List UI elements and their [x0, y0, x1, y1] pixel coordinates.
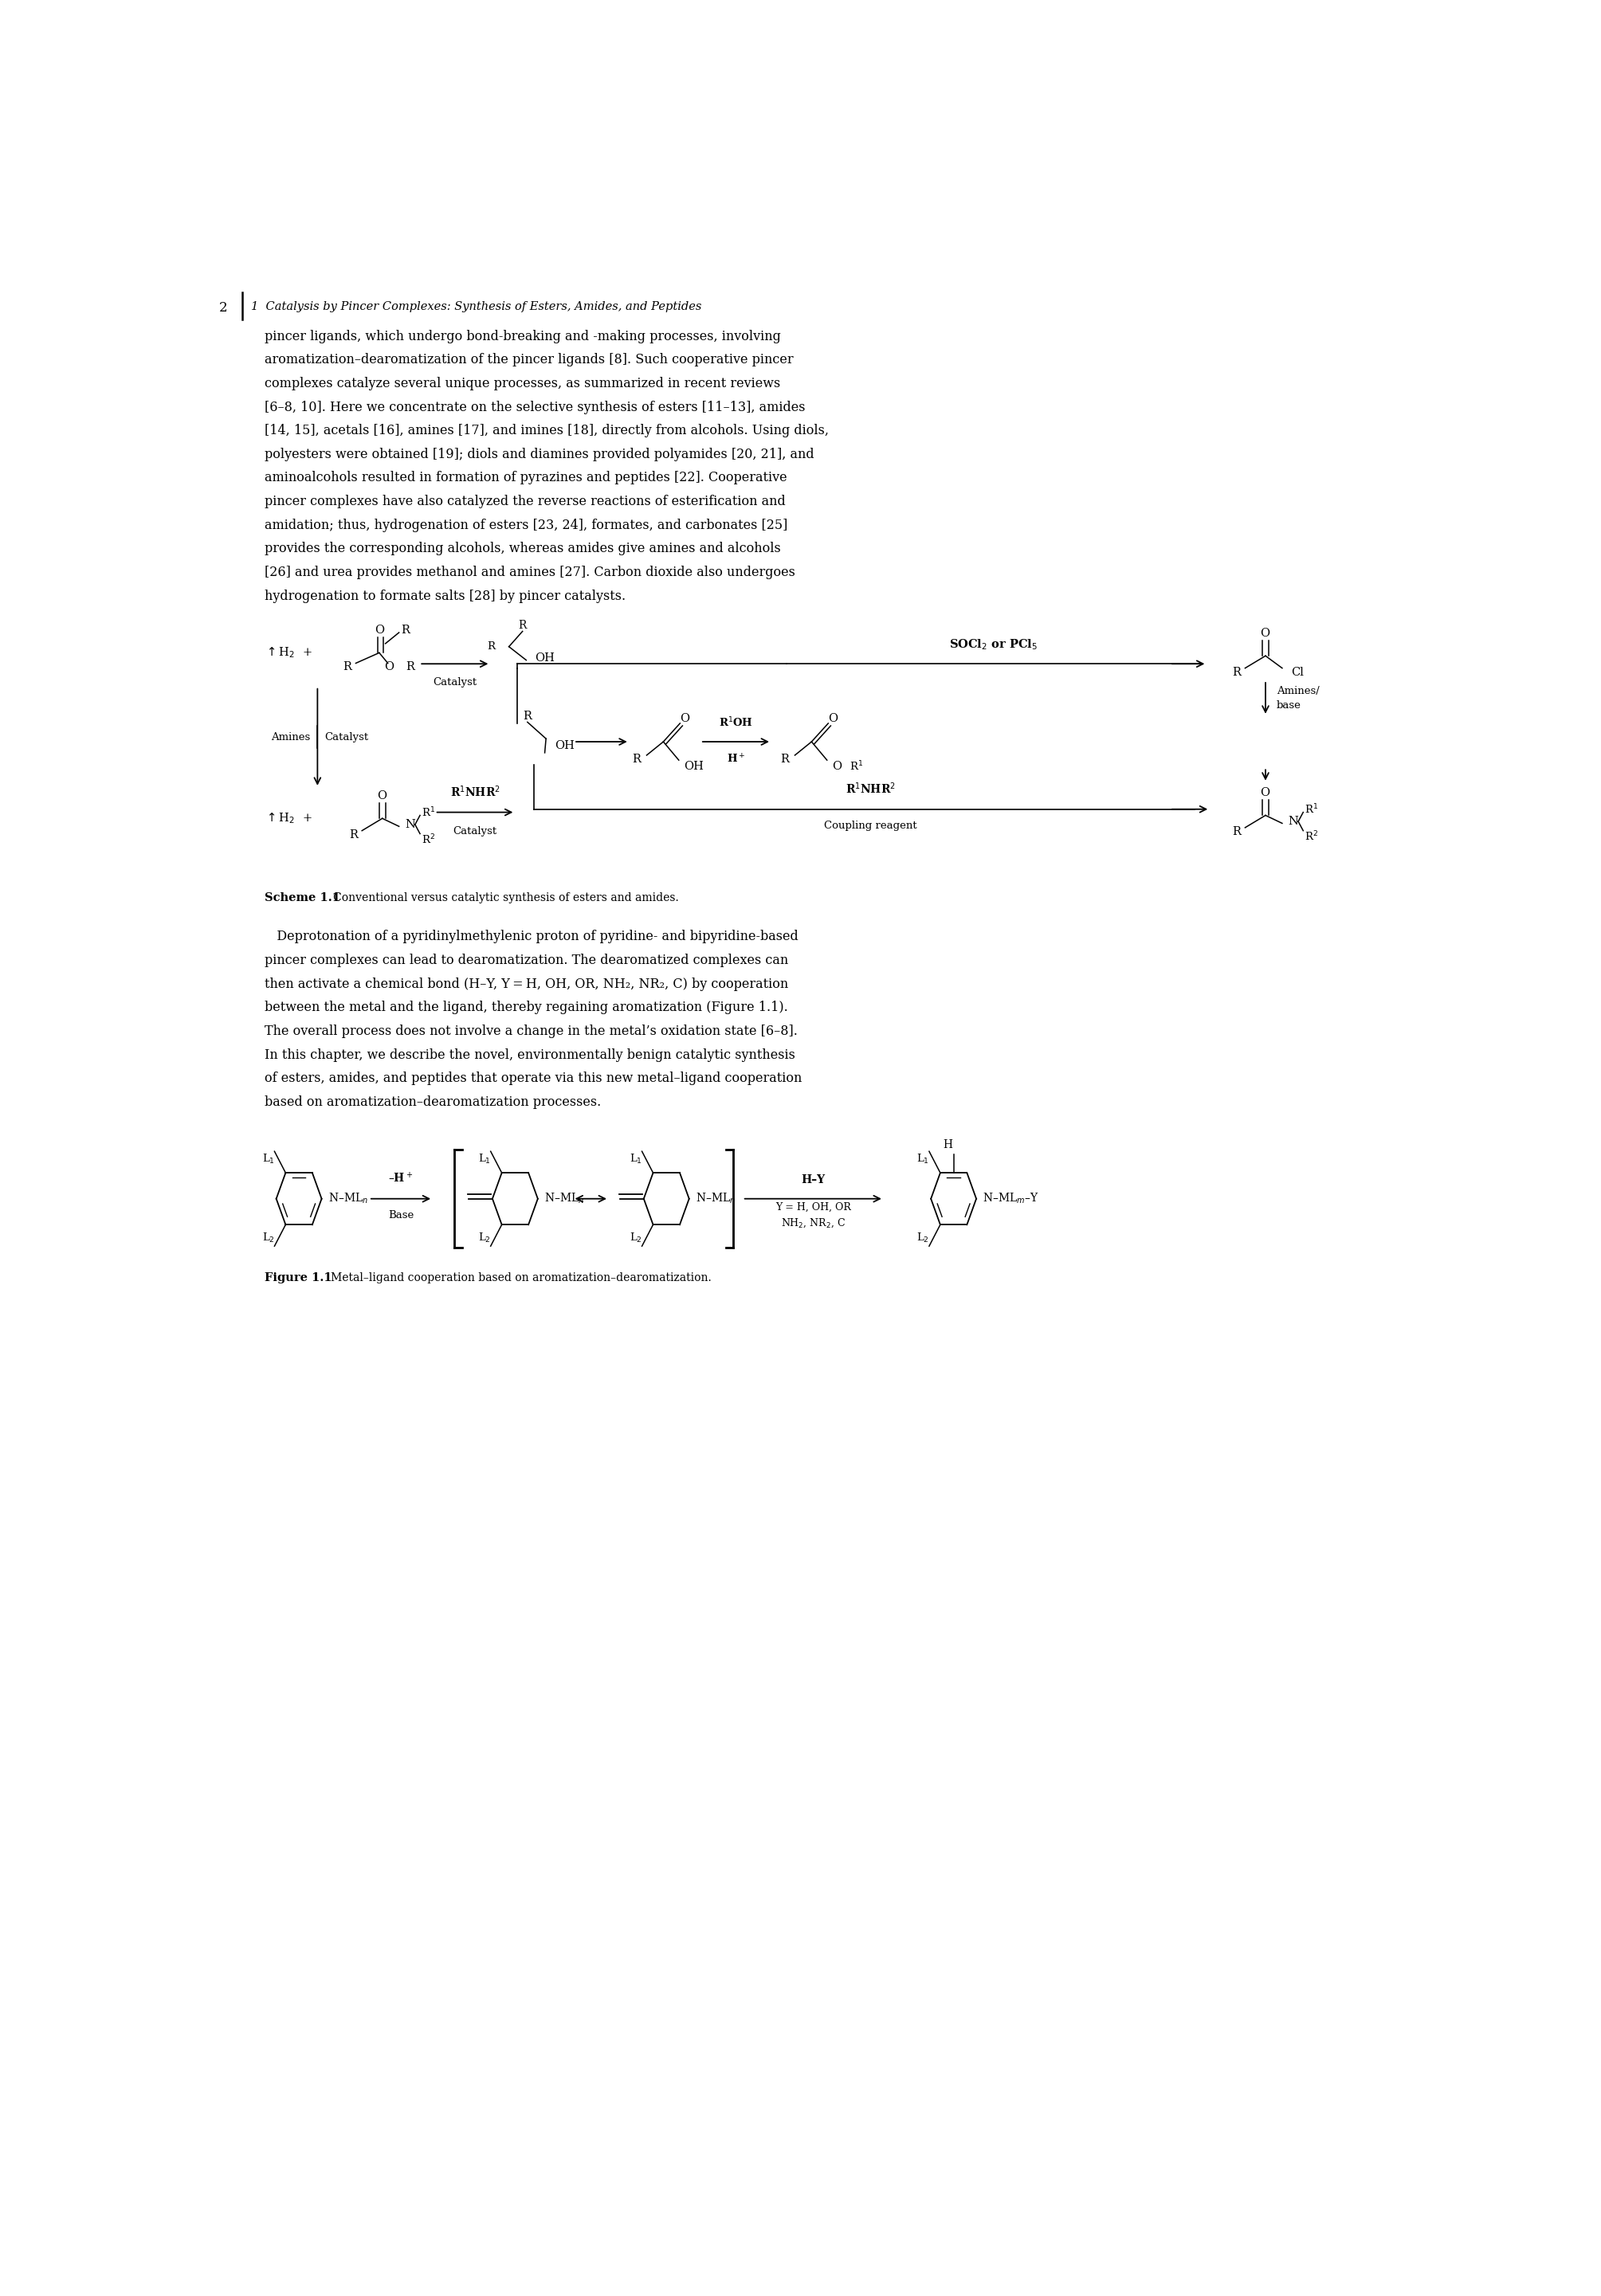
Text: The overall process does not involve a change in the metal’s oxidation state [6–: The overall process does not involve a c…: [266, 1024, 797, 1038]
Text: R$^1$: R$^1$: [1305, 804, 1318, 815]
Text: provides the corresponding alcohols, whereas amides give amines and alcohols: provides the corresponding alcohols, whe…: [266, 542, 781, 556]
Text: Amines/: Amines/: [1276, 687, 1319, 696]
Text: aminoalcohols resulted in formation of pyrazines and peptides [22]. Cooperative: aminoalcohols resulted in formation of p…: [266, 471, 788, 484]
Text: then activate a chemical bond (H–Y, Y = H, OH, OR, NH₂, NR₂, C) by cooperation: then activate a chemical bond (H–Y, Y = …: [266, 978, 789, 992]
Text: [14, 15], acetals [16], amines [17], and imines [18], directly from alcohols. Us: [14, 15], acetals [16], amines [17], and…: [266, 425, 829, 439]
Text: [6–8, 10]. Here we concentrate on the selective synthesis of esters [11–13], ami: [6–8, 10]. Here we concentrate on the se…: [266, 400, 805, 413]
Text: Catalyst: Catalyst: [325, 732, 368, 742]
Text: R$^2$: R$^2$: [1305, 831, 1318, 843]
Text: pincer ligands, which undergo bond-breaking and -making processes, involving: pincer ligands, which undergo bond-break…: [266, 331, 781, 342]
Text: R: R: [1233, 666, 1241, 677]
Text: H: H: [943, 1139, 953, 1150]
Text: N: N: [405, 820, 415, 831]
Text: R$^1$OH: R$^1$OH: [719, 716, 752, 730]
Text: H–Y: H–Y: [800, 1173, 825, 1185]
Text: L$_2$: L$_2$: [263, 1231, 275, 1244]
Text: Figure 1.1: Figure 1.1: [266, 1272, 333, 1283]
Text: between the metal and the ligand, thereby regaining aromatization (Figure 1.1).: between the metal and the ligand, thereb…: [266, 1001, 788, 1015]
Text: H$^+$: H$^+$: [727, 753, 744, 765]
Text: Cl: Cl: [1290, 666, 1303, 677]
Text: Conventional versus catalytic synthesis of esters and amides.: Conventional versus catalytic synthesis …: [322, 893, 679, 902]
Text: O: O: [828, 712, 837, 723]
Text: R$^1$: R$^1$: [421, 806, 435, 820]
Text: pincer complexes have also catalyzed the reverse reactions of esterification and: pincer complexes have also catalyzed the…: [266, 496, 786, 507]
Text: 2: 2: [219, 301, 227, 315]
Text: polyesters were obtained [19]; diols and diamines provided polyamides [20, 21], : polyesters were obtained [19]; diols and…: [266, 448, 815, 461]
Text: L$_1$: L$_1$: [263, 1153, 275, 1166]
Text: OH: OH: [684, 760, 703, 771]
Text: L$_1$: L$_1$: [629, 1153, 642, 1166]
Text: Catalyst: Catalyst: [453, 827, 496, 836]
Text: R: R: [632, 753, 640, 765]
Text: N–ML$_m$–Y: N–ML$_m$–Y: [983, 1192, 1039, 1205]
Text: L$_1$: L$_1$: [917, 1153, 929, 1166]
Text: N–ML$_n$: N–ML$_n$: [544, 1192, 584, 1205]
Text: Scheme 1.1: Scheme 1.1: [266, 893, 341, 902]
Text: L$_1$: L$_1$: [479, 1153, 492, 1166]
Text: N–ML$_n$: N–ML$_n$: [328, 1192, 368, 1205]
Text: base: base: [1276, 700, 1302, 712]
Text: O: O: [375, 625, 384, 636]
Text: O: O: [1260, 627, 1270, 638]
Text: L$_2$: L$_2$: [479, 1231, 492, 1244]
Text: 1  Catalysis by Pincer Complexes: Synthesis of Esters, Amides, and Peptides: 1 Catalysis by Pincer Complexes: Synthes…: [251, 301, 701, 312]
Text: Y = H, OH, OR: Y = H, OH, OR: [775, 1201, 850, 1212]
Text: pincer complexes can lead to dearomatization. The dearomatized complexes can: pincer complexes can lead to dearomatiza…: [266, 953, 789, 967]
Text: Amines: Amines: [271, 732, 311, 742]
Text: R: R: [1233, 827, 1241, 838]
Text: R: R: [343, 661, 352, 673]
Text: O: O: [680, 712, 690, 723]
Text: L$_2$: L$_2$: [629, 1231, 642, 1244]
Text: NH$_2$, NR$_2$, C: NH$_2$, NR$_2$, C: [781, 1217, 845, 1228]
Text: R: R: [519, 620, 527, 631]
Text: of esters, amides, and peptides that operate via this new metal–ligand cooperati: of esters, amides, and peptides that ope…: [266, 1072, 802, 1086]
Text: [26] and urea provides methanol and amines [27]. Carbon dioxide also undergoes: [26] and urea provides methanol and amin…: [266, 565, 796, 579]
Text: $\uparrow$H$_2$  +: $\uparrow$H$_2$ +: [266, 645, 312, 659]
Text: OH: OH: [554, 739, 575, 751]
Text: based on aromatization–dearomatization processes.: based on aromatization–dearomatization p…: [266, 1095, 602, 1109]
Text: In this chapter, we describe the novel, environmentally benign catalytic synthes: In this chapter, we describe the novel, …: [266, 1049, 796, 1061]
Text: R: R: [781, 753, 789, 765]
Text: OH: OH: [535, 652, 554, 664]
Text: O: O: [833, 760, 842, 771]
Text: Deprotonation of a pyridinylmethylenic proton of pyridine- and bipyridine-based: Deprotonation of a pyridinylmethylenic p…: [266, 930, 799, 944]
Text: aromatization–dearomatization of the pincer ligands [8]. Such cooperative pincer: aromatization–dearomatization of the pin…: [266, 354, 794, 367]
Text: O: O: [384, 661, 394, 673]
Text: $\uparrow$H$_2$  +: $\uparrow$H$_2$ +: [266, 810, 312, 827]
Text: hydrogenation to formate salts [28] by pincer catalysts.: hydrogenation to formate salts [28] by p…: [266, 590, 626, 604]
Text: R$^2$: R$^2$: [421, 833, 435, 847]
Text: amidation; thus, hydrogenation of esters [23, 24], formates, and carbonates [25]: amidation; thus, hydrogenation of esters…: [266, 519, 788, 533]
Text: N–ML$_n$: N–ML$_n$: [695, 1192, 735, 1205]
Text: O: O: [1260, 788, 1270, 799]
Text: Catalyst: Catalyst: [432, 677, 477, 689]
Text: R: R: [524, 709, 532, 721]
Text: –H$^+$: –H$^+$: [389, 1171, 413, 1185]
Text: Metal–ligand cooperation based on aromatization–dearomatization.: Metal–ligand cooperation based on aromat…: [320, 1272, 711, 1283]
Text: R$^1$NHR$^2$: R$^1$NHR$^2$: [845, 781, 895, 797]
Text: complexes catalyze several unique processes, as summarized in recent reviews: complexes catalyze several unique proces…: [266, 377, 781, 390]
Text: N: N: [1289, 815, 1298, 827]
Text: SOCl$_2$ or PCl$_5$: SOCl$_2$ or PCl$_5$: [949, 638, 1037, 652]
Text: O: O: [376, 790, 386, 801]
Text: L$_2$: L$_2$: [917, 1231, 929, 1244]
Text: R$^1$NHR$^2$: R$^1$NHR$^2$: [450, 783, 500, 799]
Text: R$^1$: R$^1$: [849, 760, 863, 774]
Text: Base: Base: [387, 1210, 413, 1219]
Text: R: R: [487, 641, 495, 652]
Text: Coupling reagent: Coupling reagent: [825, 820, 917, 831]
Text: R: R: [349, 829, 357, 840]
Text: R: R: [400, 625, 410, 636]
Text: R: R: [405, 661, 415, 673]
